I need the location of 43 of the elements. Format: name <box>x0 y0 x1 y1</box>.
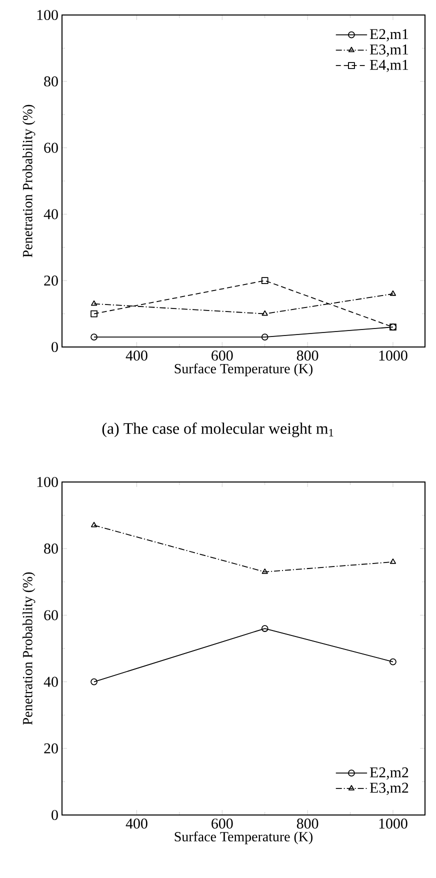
point <box>90 678 98 686</box>
x-tick-label: 800 <box>296 350 318 361</box>
y-tick-label: 100 <box>37 476 58 488</box>
x-tick-label: 1000 <box>379 350 408 361</box>
y-tick-label: 0 <box>52 342 58 352</box>
point <box>262 568 268 574</box>
x-tick-label: 600 <box>212 818 233 829</box>
legend-label: E2,m2 <box>370 767 408 780</box>
point <box>261 334 268 340</box>
y-tick-label: 60 <box>44 142 58 153</box>
point <box>90 300 98 306</box>
y-axis-title: Penetration Probability (%) <box>22 572 36 725</box>
point <box>261 625 268 632</box>
y-tick-label: 0 <box>52 810 58 820</box>
y-tick-label: 20 <box>44 743 58 754</box>
y-tick-label: 100 <box>37 10 58 20</box>
legend-label: E3,m2 <box>370 782 408 795</box>
y-tick-label: 60 <box>44 610 58 620</box>
x-axis-title: Surface Temperature (K) <box>174 363 312 376</box>
x-tick-label: 400 <box>126 818 148 829</box>
point <box>90 334 98 340</box>
y-tick-label: 40 <box>44 676 58 687</box>
x-tick-label: 1000 <box>379 818 408 829</box>
legend-label: E3,m1 <box>370 44 408 57</box>
point <box>262 310 268 316</box>
y-axis-title: Penetration Probability (%) <box>22 104 36 258</box>
x-tick-label: 600 <box>212 350 233 361</box>
x-tick-label: 400 <box>126 350 148 361</box>
y-tick-label: 80 <box>44 76 58 86</box>
point <box>390 658 396 666</box>
text: (a) The case of molecular weight m$_{1}$ <box>102 422 334 438</box>
legend-label: E4,m1 <box>370 60 408 72</box>
legend-label: E2,m1 <box>370 29 408 42</box>
x-tick-label: 800 <box>296 818 318 829</box>
point <box>390 558 396 564</box>
y-tick-label: 80 <box>44 544 58 554</box>
y-tick-label: 20 <box>44 276 58 286</box>
y-tick-label: 40 <box>44 209 58 220</box>
x-axis-title: Surface Temperature (K) <box>174 831 312 844</box>
point <box>90 522 98 528</box>
point <box>261 277 268 284</box>
point <box>390 290 396 296</box>
point <box>90 310 98 318</box>
